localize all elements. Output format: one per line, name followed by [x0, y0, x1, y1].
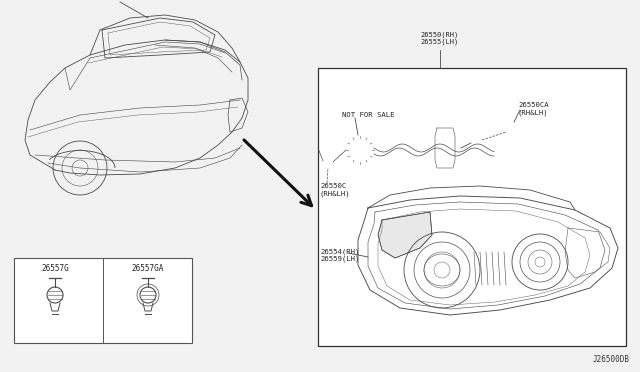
Text: 26550(RH)
26555(LH): 26550(RH) 26555(LH) [421, 31, 459, 45]
Bar [318, 68, 626, 346]
Text: 26550C
(RH&LH): 26550C (RH&LH) [320, 183, 351, 196]
Bar [14, 258, 192, 343]
Text: 26554(RH)
26559(LH): 26554(RH) 26559(LH) [320, 248, 360, 262]
Text: 26550CA
(RH&LH): 26550CA (RH&LH) [518, 102, 548, 115]
Text: 26557G: 26557G [41, 264, 69, 273]
Polygon shape [378, 212, 432, 258]
Text: 26557GA: 26557GA [132, 264, 164, 273]
Text: J26500DB: J26500DB [593, 355, 630, 364]
Text: NOT FOR SALE: NOT FOR SALE [342, 112, 394, 118]
